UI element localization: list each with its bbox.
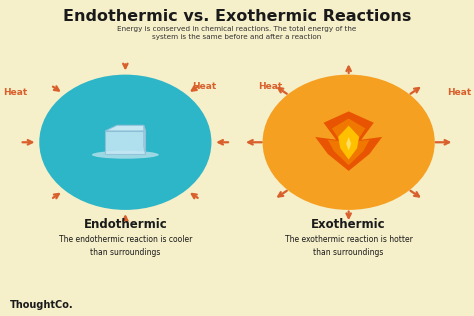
Text: Endothermic: Endothermic [83, 218, 167, 231]
Text: Exothermic: Exothermic [311, 218, 386, 231]
Text: The exothermic reaction is hotter
than surroundings: The exothermic reaction is hotter than s… [285, 235, 412, 257]
Polygon shape [315, 112, 382, 171]
Text: The endothermic reaction is cooler
than surroundings: The endothermic reaction is cooler than … [59, 235, 192, 257]
Polygon shape [328, 118, 370, 165]
Ellipse shape [92, 151, 159, 159]
Text: Heat: Heat [258, 82, 282, 91]
Text: ThoughtCo.: ThoughtCo. [10, 300, 73, 310]
Text: Heat: Heat [192, 82, 216, 91]
Polygon shape [144, 125, 146, 154]
Text: Endothermic vs. Exothermic Reactions: Endothermic vs. Exothermic Reactions [63, 9, 411, 24]
Text: Heat: Heat [3, 88, 27, 97]
Polygon shape [105, 125, 146, 131]
Ellipse shape [39, 75, 211, 210]
Ellipse shape [263, 75, 435, 210]
Polygon shape [338, 125, 359, 160]
Text: Energy is conserved in chemical reactions. The total energy of the
system is the: Energy is conserved in chemical reaction… [117, 26, 357, 40]
Polygon shape [346, 137, 351, 150]
Text: Heat: Heat [447, 88, 471, 97]
FancyBboxPatch shape [105, 131, 146, 154]
